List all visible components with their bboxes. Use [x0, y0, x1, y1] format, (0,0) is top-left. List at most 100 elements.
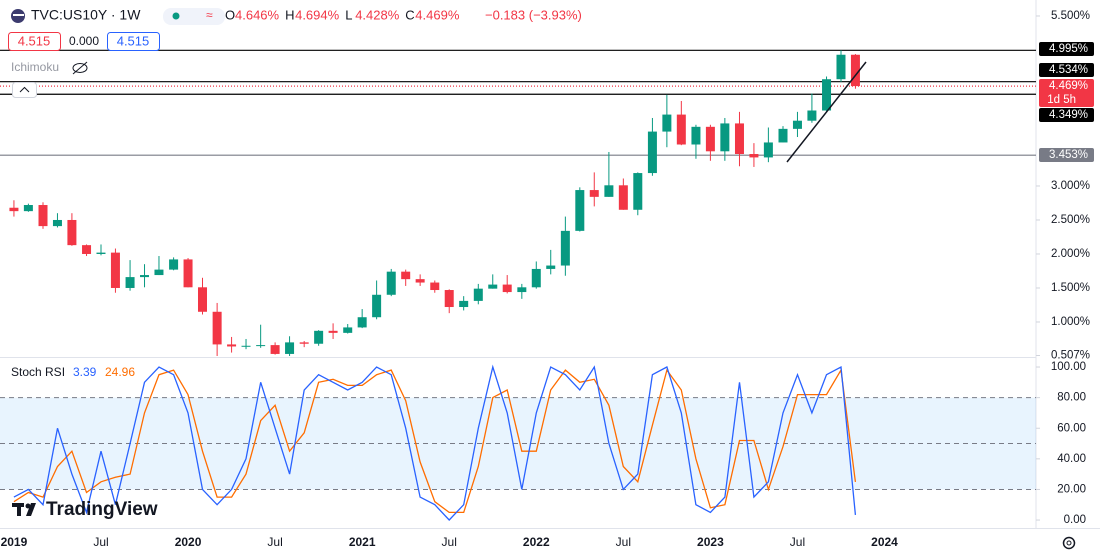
price-pane: 0.507% 1.000% 1.500% 2.000% 2.500% 3.000% 5.50…: [0, 10, 1094, 549]
y-tick-label: 3.000%: [1051, 180, 1090, 192]
candle-body: [662, 114, 672, 132]
x-tick-label: Jul: [790, 535, 805, 549]
indicator-name[interactable]: Ichimoku: [11, 60, 59, 74]
candle-body: [502, 284, 512, 293]
candle-body: [197, 287, 207, 312]
candle-body: [546, 265, 556, 269]
candle-body: [618, 185, 628, 210]
y-tick-label: 40.00: [1057, 453, 1086, 465]
candle-body: [401, 271, 411, 280]
candle-body: [430, 282, 440, 291]
candle-body: [328, 330, 338, 333]
x-tick-label: Jul: [93, 535, 108, 549]
ohlc-value: 4.428%: [355, 7, 400, 22]
candle-body: [720, 123, 730, 152]
candle-body: [705, 126, 715, 152]
change: −0.183 (−3.93%): [485, 7, 582, 22]
y-tick-label: 80.00: [1057, 392, 1086, 404]
candle-body: [169, 259, 179, 270]
y-tick-label: 100.00: [1051, 361, 1086, 373]
y-tick-label: 1.000%: [1051, 316, 1090, 328]
sell-box[interactable]: [8, 32, 61, 51]
flag-stripe: [13, 14, 24, 16]
candle-body: [372, 294, 382, 318]
candle-body: [140, 275, 150, 278]
y-tick-label: 2.500%: [1051, 214, 1090, 226]
y-tick-label: 1.500%: [1051, 282, 1090, 294]
candle-body: [633, 173, 643, 210]
candle-body: [212, 311, 222, 345]
candle-body: [488, 284, 498, 289]
candle-body: [38, 205, 48, 227]
ohlc-value: 4.469%: [415, 7, 460, 22]
collapse-button[interactable]: [12, 82, 37, 98]
stoch-title: Stoch RSI: [11, 365, 65, 379]
candle-body: [560, 230, 570, 266]
candle-body: [807, 110, 817, 121]
candle-body: [589, 190, 599, 197]
ohlc-value: 4.694%: [295, 7, 340, 22]
candle-body: [473, 288, 483, 301]
ask[interactable]: 4.515: [117, 33, 150, 48]
stoch-k-value: 3.39: [73, 365, 97, 379]
candle-body: [285, 342, 295, 354]
x-tick-label: 2023: [697, 535, 724, 549]
candle-body: [357, 317, 367, 328]
trend-line: [786, 61, 867, 163]
stoch-line: [13, 364, 857, 521]
delay-icon: ≈: [206, 8, 213, 22]
candle-body: [270, 345, 280, 354]
symbol: TVC:US10Y · 1W: [31, 7, 141, 23]
price-label: 4.534%: [1049, 64, 1088, 76]
buy-box[interactable]: [107, 32, 160, 51]
candle-body: [9, 207, 19, 212]
candle-body: [386, 271, 396, 295]
ohlc-key: H: [285, 7, 294, 22]
spread: 0.000: [69, 34, 99, 48]
candle-body: [792, 120, 802, 129]
price-label: 4.469%: [1049, 80, 1088, 92]
x-tick-label: Jul: [442, 535, 457, 549]
x-tick-label: 2019: [1, 535, 28, 549]
candle-body: [110, 252, 120, 288]
candle-body: [734, 123, 744, 155]
candle-body: [676, 114, 686, 145]
logo-icon: [12, 503, 36, 516]
collapse-icon: [19, 86, 30, 93]
bid[interactable]: 4.515: [18, 33, 51, 48]
logo-text: TradingView: [46, 499, 158, 520]
candle-body: [256, 345, 266, 347]
candle-body: [822, 79, 832, 111]
y-tick-label: 60.00: [1057, 422, 1086, 434]
candle-body: [850, 54, 860, 87]
price-label-box: [1039, 148, 1094, 162]
candle-body: [154, 269, 164, 276]
stoch-pane: 0.00 20.00 40.00 60.00 80.00 100.00: [0, 361, 1086, 526]
candle-body: [647, 131, 657, 174]
candle-body: [415, 279, 425, 283]
ohlc-key: C: [405, 7, 414, 22]
candle-body: [314, 330, 324, 344]
hide-icon[interactable]: [72, 61, 88, 75]
candle-body: [125, 277, 135, 288]
y-tick-label: 0.00: [1064, 514, 1086, 526]
candle-body: [52, 219, 62, 227]
candle-body: [575, 190, 585, 231]
ohlc-key: L: [345, 7, 352, 22]
x-tick-label: 2022: [523, 535, 550, 549]
candle-body: [459, 300, 469, 308]
candle-body: [604, 185, 614, 197]
candle-body: [517, 287, 527, 293]
x-tick-label: Jul: [616, 535, 631, 549]
status-pill[interactable]: [163, 8, 225, 25]
ohlc-key: O: [225, 7, 235, 22]
candle-body: [227, 344, 237, 347]
price-label-box: [1039, 42, 1094, 56]
settings-icon[interactable]: [1062, 536, 1076, 550]
candle-body: [531, 268, 541, 288]
y-tick-label: 2.000%: [1051, 248, 1090, 260]
ohlc-legend: O 4.646% H 4.694% L 4.428% C 4.469%: [225, 7, 460, 22]
price-label: 4.349%: [1049, 109, 1088, 121]
candle-body: [299, 342, 309, 344]
